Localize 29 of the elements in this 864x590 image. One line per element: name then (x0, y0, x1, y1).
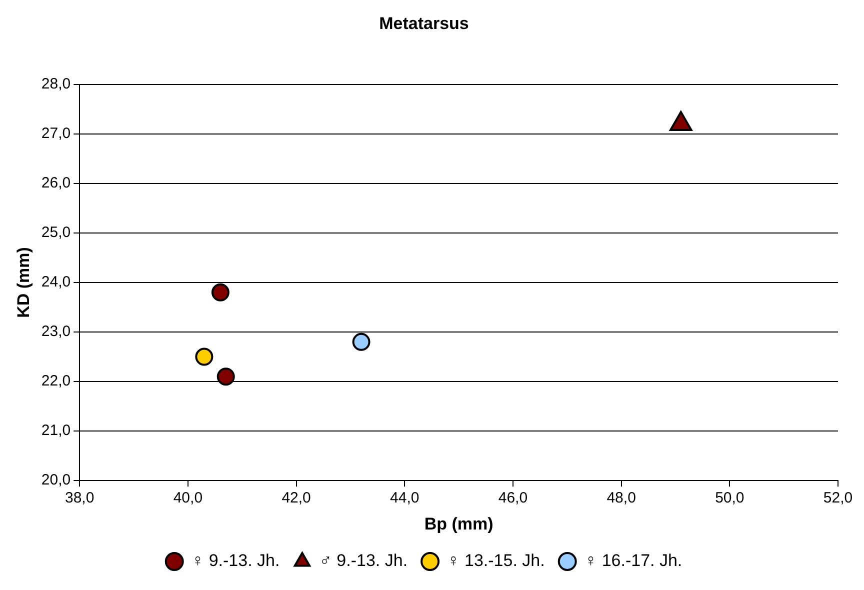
y-tick-label: 22,0 (41, 372, 71, 390)
x-tick-label: 42,0 (282, 490, 311, 507)
y-tick-label: 25,0 (41, 224, 71, 242)
point (216, 368, 235, 386)
x-tick-label: 48,0 (606, 490, 636, 507)
y-tick-label: 26,0 (41, 174, 71, 192)
legend-label: ♀ 13.-15. Jh. (447, 551, 545, 570)
y-tick-label: 27,0 (41, 125, 71, 142)
y-tick-label: 24,0 (41, 274, 71, 291)
y-tick-label: 20,0 (41, 472, 71, 489)
point (670, 111, 692, 132)
point (195, 348, 214, 366)
y-tick-label: 28,0 (41, 76, 71, 93)
x-tick-label: 46,0 (498, 490, 528, 507)
x-tick-label: 38,0 (64, 490, 94, 507)
x-tick-label: 52,0 (823, 490, 853, 507)
chart-title: Metatarsus (379, 14, 469, 33)
y-tick-label: 21,0 (41, 422, 71, 440)
legend-label: ♀ 16.-17. Jh. (584, 551, 682, 570)
legend-label: ♀ 9.-13. Jh. (191, 551, 280, 570)
x-tick-label: 40,0 (173, 490, 203, 507)
y-axis-title: KD (mm) (14, 247, 33, 318)
point (211, 283, 230, 302)
x-axis-title: Bp (mm) (424, 514, 494, 534)
legend-label: ♂ 9.-13. Jh. (319, 551, 408, 570)
y-tick-label: 23,0 (41, 323, 71, 340)
x-tick-label: 50,0 (715, 490, 744, 507)
point (352, 332, 370, 351)
x-tick-label: 44,0 (390, 490, 420, 507)
